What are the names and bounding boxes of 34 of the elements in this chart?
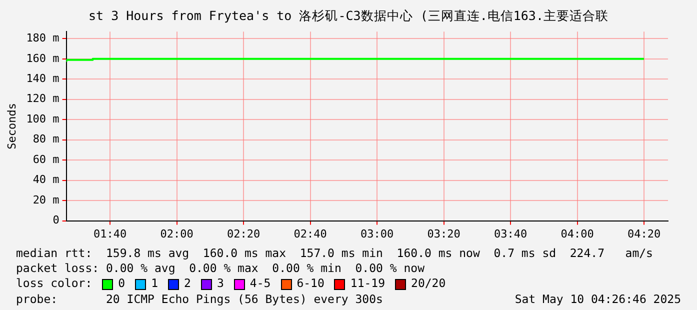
text: probe: 20 ICMP Echo Pings (56 Bytes) every 300s — [16, 292, 383, 307]
legend-label: 11-19 — [350, 276, 386, 292]
y-tick-label: 160 m — [26, 52, 60, 65]
y-tick-label: 180 m — [26, 32, 60, 45]
y-tick-label: 20 m — [32, 193, 60, 206]
legend-label: 4-5 — [250, 276, 271, 292]
y-tick-label: 120 m — [26, 92, 60, 106]
chart-title: st 3 Hours from Frytea's to 洛杉矶-C3数据中心 (三网直连.电信163.主要适合联 — [88, 8, 610, 25]
y-tick-label: 60 m — [32, 152, 60, 166]
legend-label: 2 — [184, 276, 191, 292]
y-tick-label: 40 m — [32, 173, 60, 186]
x-tick-label: 02:40 — [294, 227, 327, 240]
legend-label: 1 — [151, 276, 158, 292]
legend-title: loss color: — [16, 276, 92, 292]
x-tick-label: 03:00 — [360, 227, 394, 240]
x-tick-label: 02:20 — [227, 227, 260, 240]
text: median rtt: 159.8 ms avg 160.0 ms max 157.0 ms min 160.0 ms now 0.7 ms sd 224.7 am/s — [16, 246, 653, 262]
text: Sat May 10 04:26:46 2025 — [514, 292, 681, 307]
x-tick-label: 03:40 — [494, 227, 528, 240]
y-axis-title: Seconds — [5, 103, 18, 150]
x-tick-label: 02:00 — [160, 227, 194, 240]
y-tick-label: 0 — [52, 214, 60, 227]
y-tick-label: 140 m — [26, 72, 60, 86]
y-tick-label: 80 m — [32, 132, 60, 146]
x-tick-label: 03:20 — [427, 227, 460, 240]
legend-label: 3 — [216, 276, 224, 292]
x-tick-label: 01:40 — [94, 227, 127, 240]
y-tick-label: 100 m — [26, 112, 60, 126]
text: packet loss: 0.00 % avg 0.00 % max 0.00 % min 0.00 % now — [16, 261, 424, 276]
x-tick-label: 04:20 — [627, 227, 661, 240]
x-tick-label: 04:00 — [560, 227, 594, 240]
legend-label: 6-10 — [296, 276, 324, 292]
legend-label: 20/20 — [411, 276, 446, 292]
legend-label: 0 — [118, 276, 126, 292]
